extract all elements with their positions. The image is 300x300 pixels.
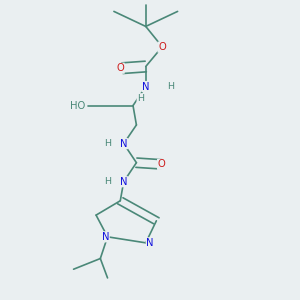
Text: O: O [158, 42, 166, 52]
Text: N: N [146, 238, 154, 248]
Text: H: H [137, 94, 144, 103]
Text: HO: HO [70, 100, 85, 111]
Text: O: O [116, 63, 124, 73]
Text: N: N [120, 139, 127, 149]
Text: O: O [158, 159, 165, 170]
Text: H: H [167, 82, 174, 91]
Text: H: H [104, 139, 111, 148]
Text: N: N [102, 232, 109, 242]
Text: N: N [120, 177, 127, 187]
Text: N: N [142, 82, 149, 92]
Text: H: H [104, 177, 111, 186]
